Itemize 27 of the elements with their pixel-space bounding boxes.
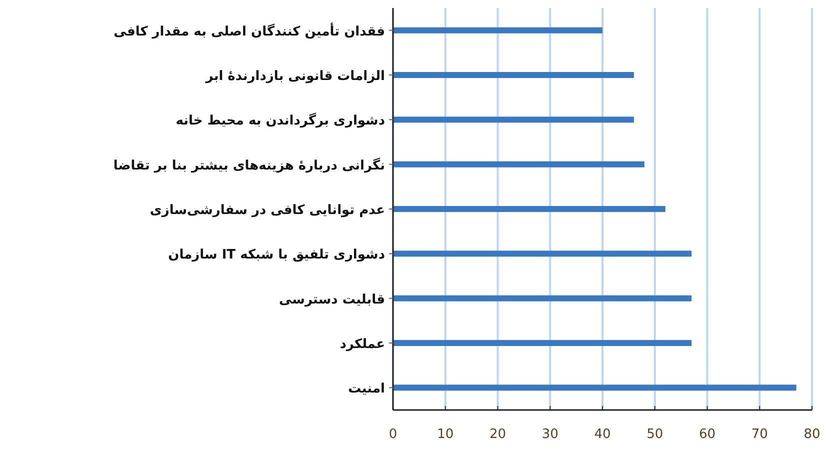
y-tick-label: الزامات قانونی بازدارندهٔ ابر (204, 69, 385, 84)
x-tick-label: 80 (804, 427, 820, 442)
y-tick-label: دشواری تلفیق با شبکه IT سازمان (168, 248, 386, 263)
bar (393, 384, 796, 391)
y-tick-label: فقدان تأمین کنندگان اصلی به مقدار کافی (114, 22, 385, 40)
y-tick-label: عدم توانایی کافی در سفارشی‌سازی (150, 203, 385, 218)
x-tick-label: 10 (437, 427, 454, 442)
x-tick-label: 30 (542, 427, 558, 442)
y-tick-label: دشواری برگرداندن به محیط خانه (176, 112, 386, 129)
y-tick-label: قابلیت دسترسی (279, 292, 385, 308)
y-tick-label: امنیت (348, 382, 385, 397)
x-tick-label: 0 (388, 427, 398, 442)
bar (393, 72, 634, 78)
x-tick-label: 40 (594, 427, 611, 442)
bar (393, 340, 692, 346)
bar (393, 295, 692, 302)
x-tick-label: 70 (751, 427, 768, 442)
bar (393, 206, 666, 212)
bar (393, 161, 644, 168)
bar (393, 250, 692, 257)
x-tick-label: 50 (646, 427, 664, 442)
bar (393, 27, 602, 34)
y-tick-label: نگرانی دربارهٔ هزینه‌های بیشتر بنا بر تقاضا (113, 157, 385, 174)
bar (393, 116, 634, 123)
x-tick-label: 60 (698, 427, 716, 442)
x-tick-label: 20 (489, 427, 506, 442)
y-tick-label: عملکرد (340, 337, 385, 352)
